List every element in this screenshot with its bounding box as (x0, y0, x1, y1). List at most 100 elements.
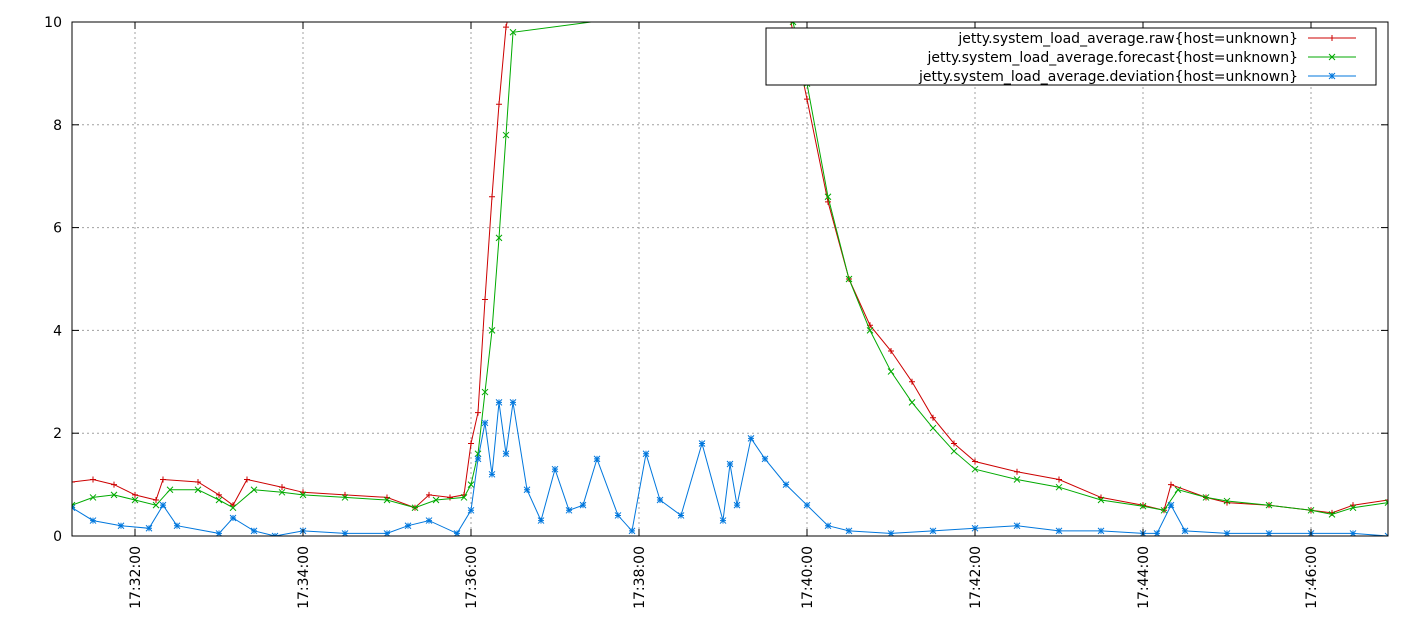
data-point-raw (1014, 468, 1020, 475)
data-point-deviation (719, 517, 727, 524)
data-point-forecast (1013, 476, 1021, 483)
data-point-forecast (509, 28, 517, 36)
data-point-raw (972, 458, 978, 465)
data-point-deviation (1265, 530, 1273, 536)
data-point-deviation (404, 522, 412, 530)
data-point-forecast (89, 494, 97, 501)
data-point-forecast (789, 22, 797, 26)
data-point-forecast (131, 496, 139, 504)
y-tick-label: 4 (53, 323, 62, 339)
y-tick-label: 0 (53, 529, 62, 545)
data-point-raw (1168, 481, 1174, 488)
legend-box (765, 27, 1377, 86)
series-line-forecast (72, 22, 1388, 515)
data-point-deviation (537, 517, 545, 524)
data-point-deviation (565, 506, 573, 514)
data-point-raw (951, 440, 957, 447)
data-point-deviation (117, 522, 125, 530)
data-point-forecast (866, 327, 874, 334)
data-point-raw (244, 476, 250, 483)
data-point-deviation (173, 522, 181, 530)
data-point-deviation (488, 470, 496, 478)
data-point-forecast (502, 131, 510, 139)
data-point-deviation (145, 524, 153, 532)
data-point-forecast (215, 496, 223, 504)
data-point-raw (489, 193, 495, 200)
data-point-deviation (1055, 527, 1063, 535)
y-tick-label: 6 (53, 221, 62, 237)
data-point-deviation (614, 512, 622, 519)
data-point-raw (216, 491, 222, 498)
legend-label-forecast: jetty.system_load_average.forecast{host=… (926, 50, 1298, 66)
data-point-forecast (110, 491, 118, 499)
data-point-deviation (89, 517, 97, 524)
data-point-deviation (215, 530, 223, 536)
data-point-deviation (481, 419, 489, 427)
series-deviation (72, 399, 1388, 536)
data-point-deviation (845, 527, 853, 535)
data-point-deviation (1223, 530, 1231, 536)
data-point-forecast (1174, 486, 1182, 494)
data-point-deviation (159, 501, 167, 509)
data-point-raw (909, 378, 915, 385)
data-point-raw (475, 409, 481, 416)
data-point-deviation (628, 527, 636, 535)
data-point-raw (468, 440, 474, 447)
data-point-deviation (502, 450, 510, 458)
data-point-forecast (474, 450, 482, 458)
y-tick-label: 8 (53, 118, 62, 134)
x-tick-label: 17:44:00 (1136, 546, 1152, 609)
data-point-forecast (1223, 497, 1231, 505)
data-point-deviation (803, 501, 811, 509)
data-point-raw (90, 476, 96, 483)
data-point-deviation (642, 450, 650, 458)
data-point-deviation (383, 530, 391, 536)
data-point-forecast (411, 504, 419, 512)
data-point-deviation (509, 399, 517, 406)
data-point-raw (111, 481, 117, 488)
data-point-raw (195, 479, 201, 486)
y-tick-label: 10 (44, 15, 62, 31)
data-point-deviation (929, 527, 937, 535)
x-tick-label: 17:38:00 (632, 546, 648, 609)
data-point-deviation (453, 530, 461, 536)
x-tick-label: 17:36:00 (464, 546, 480, 609)
data-point-forecast (1328, 511, 1336, 518)
data-point-deviation (1153, 530, 1161, 536)
data-point-forecast (194, 486, 202, 494)
x-tick-label: 17:32:00 (128, 546, 144, 609)
data-point-raw (482, 296, 488, 303)
axis-ticks: 0 2 4 6 8 10 17:32:00 17:34:00 17:36:00 17:38:00 1… (44, 15, 1388, 609)
data-point-raw (153, 497, 159, 504)
series-line-deviation (72, 402, 1388, 536)
data-point-forecast (1202, 494, 1210, 501)
series-group (72, 22, 1388, 536)
legend-marker-forecast (1328, 53, 1336, 61)
data-point-raw (825, 198, 831, 205)
x-tick-label: 17:40:00 (800, 546, 816, 609)
x-tick-label: 17:46:00 (1304, 546, 1320, 609)
data-point-forecast (1139, 502, 1147, 510)
data-point-deviation (1167, 501, 1175, 509)
data-point-raw (72, 479, 75, 486)
data-point-deviation (782, 481, 790, 488)
data-point-raw (503, 24, 509, 31)
data-point-forecast (929, 424, 937, 432)
data-point-forecast (488, 327, 496, 334)
data-point-deviation (495, 399, 503, 406)
data-point-deviation (761, 455, 769, 463)
data-point-forecast (1307, 506, 1315, 514)
legend-marker-raw (1329, 35, 1335, 41)
plot-frame (71, 21, 1389, 537)
data-point-deviation (656, 496, 664, 504)
data-point-deviation (726, 460, 734, 468)
data-point-deviation (733, 501, 741, 509)
grid (72, 22, 1388, 536)
data-point-deviation (1097, 527, 1105, 535)
data-point-forecast (72, 501, 76, 509)
data-point-forecast (908, 399, 916, 406)
data-point-raw (888, 347, 894, 354)
data-point-deviation (1013, 522, 1021, 530)
data-point-forecast (1097, 496, 1105, 504)
